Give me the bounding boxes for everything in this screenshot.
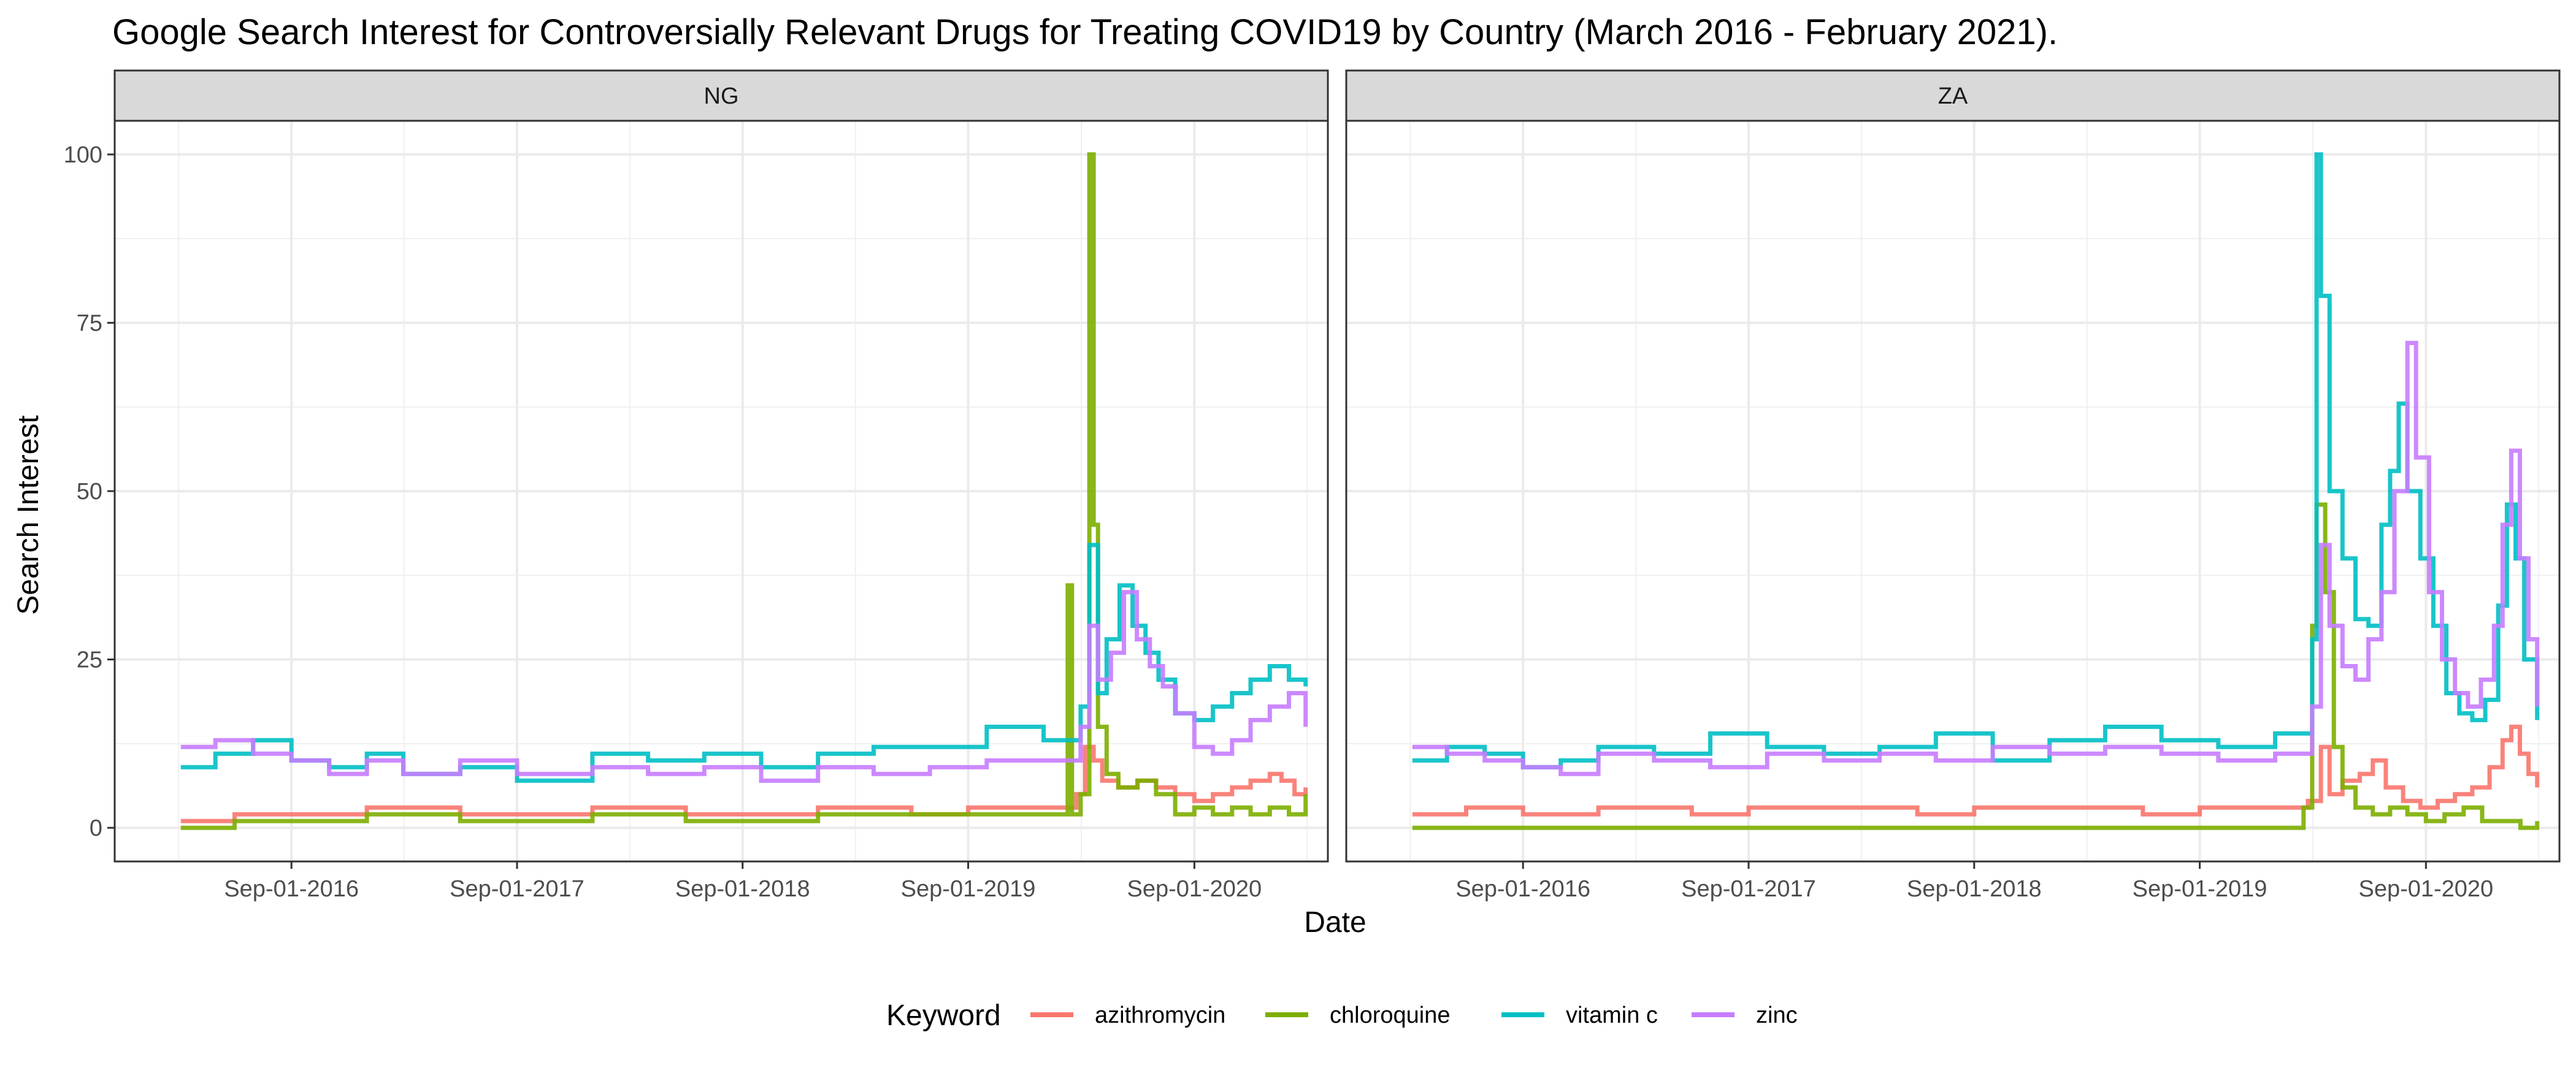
x-tick-label: Sep-01-2018 — [1907, 876, 2042, 902]
series-line-zinc — [1412, 340, 2540, 776]
x-axis-title: Date — [1304, 906, 1366, 939]
series-line-azithromycin — [180, 744, 1308, 823]
series-line-vitamin-c — [1412, 152, 2540, 769]
panels-layer: NG Sep-01-2016 Sep-01-2017 Sep-01-2018 Sep-0… — [64, 69, 2561, 902]
x-tick-label: Sep-01-2017 — [1681, 876, 1816, 902]
legend-title: Keyword — [886, 999, 1001, 1032]
y-tick-label: 50 — [77, 479, 102, 505]
y-tick-label: 100 — [64, 142, 102, 168]
facet-strip — [113, 69, 1329, 122]
x-tick-label: Sep-01-2018 — [675, 876, 810, 902]
legend-label: vitamin c — [1566, 1002, 1658, 1028]
legend-label: chloroquine — [1330, 1002, 1450, 1028]
y-axis-title: Search Interest — [12, 415, 45, 615]
facet-strip-label: NG — [704, 83, 739, 109]
legend-item-chloroquine: chloroquine — [1265, 1002, 1450, 1028]
facet-strip-label: ZA — [1938, 83, 1968, 109]
legend-item-zinc: zinc — [1692, 1002, 1798, 1028]
x-tick-label: Sep-01-2019 — [901, 876, 1036, 902]
series-line-vitamin-c — [180, 543, 1308, 783]
legend-item-vitamin-c: vitamin c — [1501, 1002, 1658, 1028]
panel-za: ZA Sep-01-2016 Sep-01-2017 Sep-01-2018 Sep-0… — [1345, 69, 2561, 902]
y-tick-label: 0 — [90, 815, 102, 841]
y-tick-label: 75 — [77, 310, 102, 336]
chart-title: Google Search Interest for Controversial… — [112, 12, 2058, 52]
panel-border — [1345, 120, 2561, 863]
y-tick-label: 25 — [77, 647, 102, 673]
legend-items: azithromycin chloroquine vitamin c zinc — [1030, 1002, 1798, 1028]
x-tick-label: Sep-01-2020 — [1127, 876, 1262, 902]
legend-label: azithromycin — [1095, 1002, 1225, 1028]
x-tick-label: Sep-01-2016 — [1455, 876, 1590, 902]
legend-label: zinc — [1756, 1002, 1798, 1028]
x-tick-label: Sep-01-2019 — [2133, 876, 2267, 902]
legend-item-azithromycin: azithromycin — [1030, 1002, 1225, 1028]
x-tick-label: Sep-01-2016 — [224, 876, 359, 902]
series-line-chloroquine — [180, 152, 1308, 830]
panel-ng: NG Sep-01-2016 Sep-01-2017 Sep-01-2018 Sep-0… — [64, 69, 1329, 902]
series-line-zinc — [180, 590, 1308, 783]
x-tick-label: Sep-01-2020 — [2358, 876, 2493, 902]
series-line-chloroquine — [1412, 502, 2540, 830]
legend: Keyword azithromycin chloroquine vitamin c… — [886, 999, 1798, 1032]
x-tick-label: Sep-01-2017 — [450, 876, 585, 902]
